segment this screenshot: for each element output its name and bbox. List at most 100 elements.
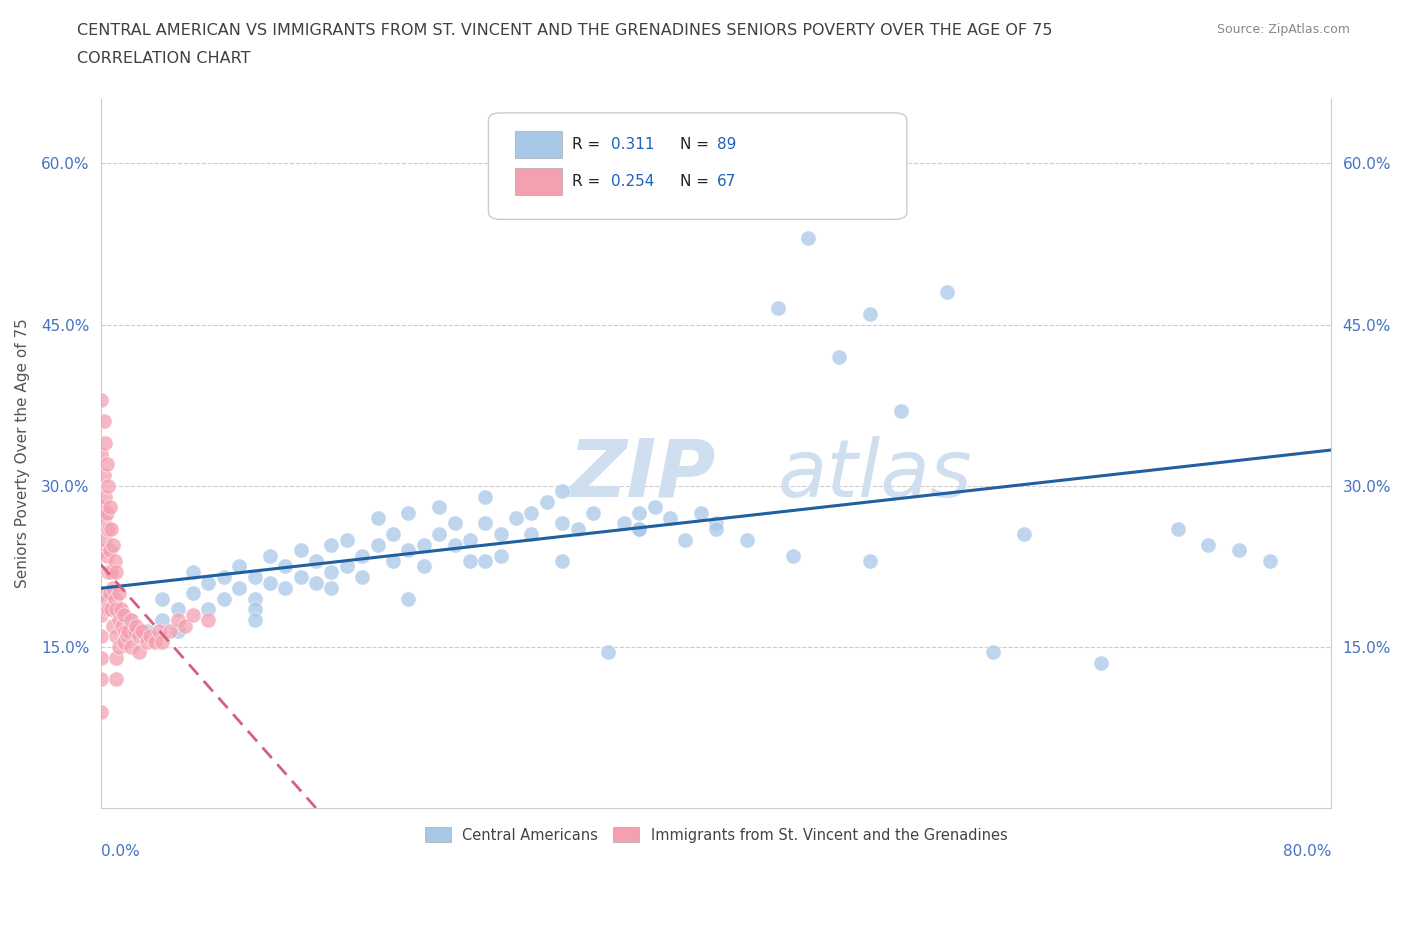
Point [150, 634, 173, 649]
Point [367, 511, 389, 525]
Point [458, 553, 481, 568]
Point [105, 629, 128, 644]
Point [613, 516, 636, 531]
Point [582, 505, 605, 520]
FancyBboxPatch shape [516, 130, 562, 157]
Point [117, 623, 139, 638]
Point [166, 602, 188, 617]
Point [321, 565, 343, 579]
Point [396, 591, 419, 606]
Text: CENTRAL AMERICAN VS IMMIGRANTS FROM ST. VINCENT AND THE GRENADINES SENIORS POVER: CENTRAL AMERICAN VS IMMIGRANTS FROM ST. … [77, 23, 1053, 38]
Text: R =: R = [572, 174, 605, 189]
Point [628, 505, 651, 520]
Text: N =: N = [681, 174, 714, 189]
Point [228, 559, 250, 574]
Point [98, 586, 121, 601]
Point [782, 549, 804, 564]
Point [443, 538, 465, 552]
FancyBboxPatch shape [516, 167, 562, 194]
Point [93, 414, 115, 429]
Point [90, 392, 112, 407]
Text: 89: 89 [717, 137, 737, 152]
Point [489, 549, 512, 564]
Point [101, 538, 124, 552]
Point [981, 645, 1004, 660]
Point [90, 607, 112, 622]
Point [352, 549, 374, 564]
Point [228, 580, 250, 595]
Point [96, 505, 118, 520]
Point [658, 511, 681, 525]
Point [212, 570, 235, 585]
Point [382, 526, 405, 541]
Point [94, 435, 117, 450]
Point [644, 499, 666, 514]
Point [274, 559, 297, 574]
Point [489, 526, 512, 541]
Point [181, 586, 204, 601]
Point [505, 511, 527, 525]
Point [103, 553, 125, 568]
Point [121, 640, 143, 655]
Point [139, 629, 162, 644]
Point [96, 549, 118, 564]
Point [336, 532, 359, 547]
Point [735, 532, 758, 547]
Point [90, 629, 112, 644]
Point [305, 575, 328, 590]
Point [259, 549, 281, 564]
Text: 0.0%: 0.0% [101, 844, 139, 859]
Point [90, 671, 112, 686]
Point [108, 640, 131, 655]
Point [90, 543, 112, 558]
Point [174, 618, 197, 633]
Point [458, 532, 481, 547]
Point [98, 543, 121, 558]
Point [212, 591, 235, 606]
Point [290, 543, 312, 558]
Point [96, 457, 118, 472]
Point [859, 553, 882, 568]
Point [197, 613, 219, 628]
Point [1167, 522, 1189, 537]
Text: atlas: atlas [778, 436, 973, 514]
Point [97, 478, 120, 493]
Point [1090, 656, 1112, 671]
Point [101, 618, 124, 633]
Point [100, 602, 122, 617]
Point [90, 704, 112, 719]
Point [101, 580, 124, 595]
Point [197, 575, 219, 590]
Point [520, 505, 543, 520]
Point [112, 634, 135, 649]
Point [90, 586, 112, 601]
Point [259, 575, 281, 590]
Point [551, 553, 574, 568]
Point [105, 671, 128, 686]
Point [135, 623, 157, 638]
Point [321, 538, 343, 552]
Point [96, 591, 118, 606]
Point [704, 522, 727, 537]
Point [243, 570, 266, 585]
Point [181, 607, 204, 622]
Point [150, 613, 173, 628]
Point [124, 623, 146, 638]
Point [97, 565, 120, 579]
Point [243, 613, 266, 628]
Point [105, 602, 128, 617]
Point [97, 522, 120, 537]
Point [551, 516, 574, 531]
Point [551, 484, 574, 498]
Point [305, 553, 328, 568]
Point [243, 591, 266, 606]
Point [412, 559, 434, 574]
Point [1197, 538, 1219, 552]
Point [131, 623, 153, 638]
Point [935, 285, 957, 299]
Point [105, 565, 128, 579]
Point [112, 607, 135, 622]
Point [427, 526, 450, 541]
Point [567, 522, 589, 537]
Point [859, 306, 882, 321]
